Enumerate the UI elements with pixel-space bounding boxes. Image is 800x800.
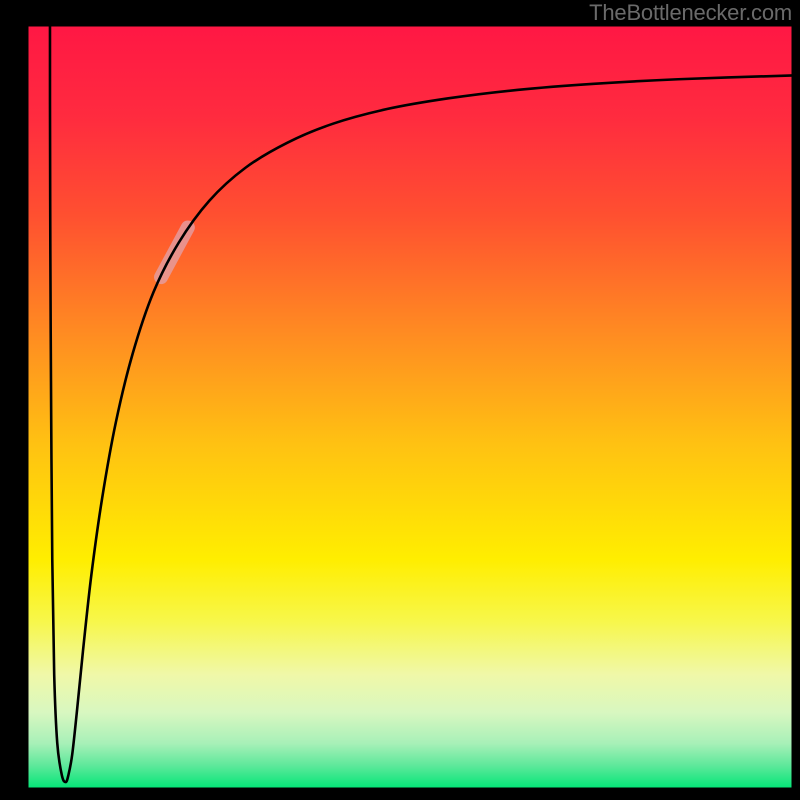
bottleneck-chart-svg	[0, 0, 800, 800]
plot-background-gradient	[27, 25, 793, 789]
chart-container: { "meta": { "watermark_text": "TheBottle…	[0, 0, 800, 800]
